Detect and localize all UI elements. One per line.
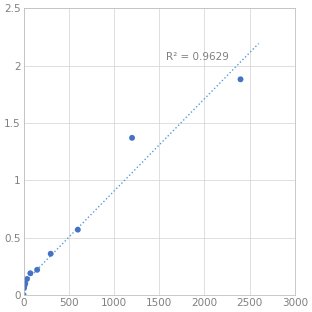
Point: [24, 276, 29, 281]
Point: [22, 283, 27, 288]
Point: [23, 281, 28, 286]
Point: [21, 292, 26, 297]
Text: R² = 0.9629: R² = 0.9629: [166, 52, 229, 62]
Point: [35, 267, 40, 272]
Point: [22, 286, 27, 291]
Point: [75, 227, 80, 232]
Point: [238, 77, 243, 82]
Point: [28, 271, 33, 276]
Point: [129, 135, 134, 140]
Point: [48, 251, 53, 256]
